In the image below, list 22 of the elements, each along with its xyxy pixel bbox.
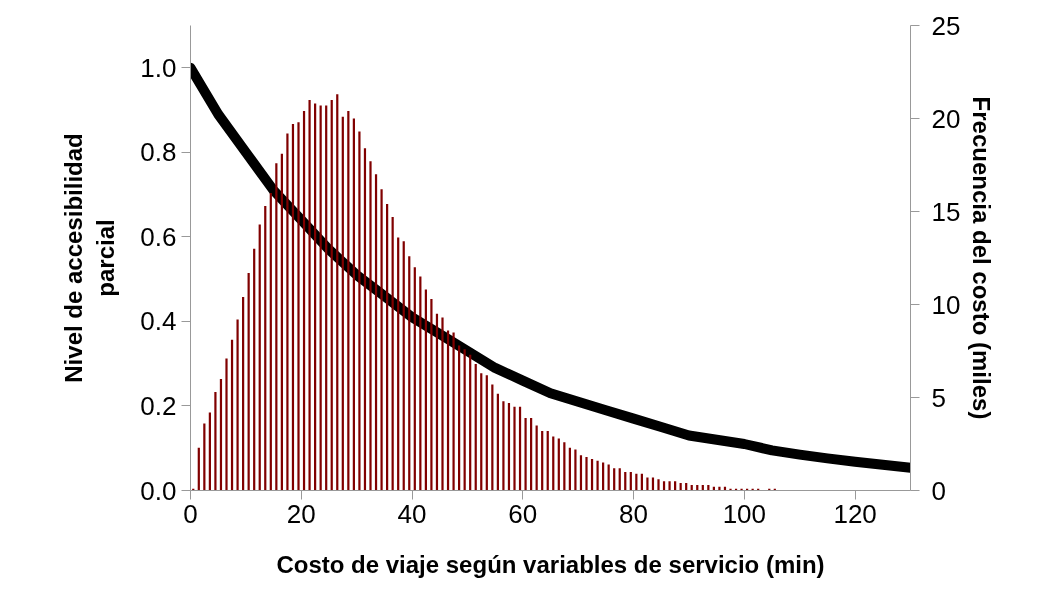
y2-tick-label: 15	[931, 196, 961, 227]
y2-tick-label: 25	[931, 10, 961, 41]
y-tick-label: 0.6	[140, 221, 177, 252]
x-axis-title: Costo de viaje según variables de servicio (min)	[276, 550, 825, 578]
y2-axis-title: Frecuencia del costo (miles)	[968, 96, 996, 420]
y2-tick-label: 5	[931, 382, 946, 413]
y2-tick-label: 0	[931, 475, 946, 506]
y-tick-label: 0.0	[140, 475, 177, 506]
x-tick-label: 20	[286, 498, 316, 529]
x-tick-label: 100	[722, 498, 767, 529]
y-tick-label: 0.8	[140, 137, 177, 168]
y-axis-title: Nivel de accesibilidad parcial	[59, 133, 120, 383]
y-tick-label: 0.2	[140, 390, 177, 421]
x-tick-label: 40	[397, 498, 427, 529]
y2-tick-label: 10	[931, 289, 961, 320]
y2-tick-label: 20	[931, 103, 961, 134]
x-tick-label: 0	[183, 498, 198, 529]
x-tick-label: 80	[619, 498, 649, 529]
x-tick-label: 60	[508, 498, 538, 529]
y-tick-label: 0.4	[140, 306, 177, 337]
y-tick-label: 1.0	[140, 52, 177, 83]
x-tick-label: 120	[833, 498, 877, 529]
